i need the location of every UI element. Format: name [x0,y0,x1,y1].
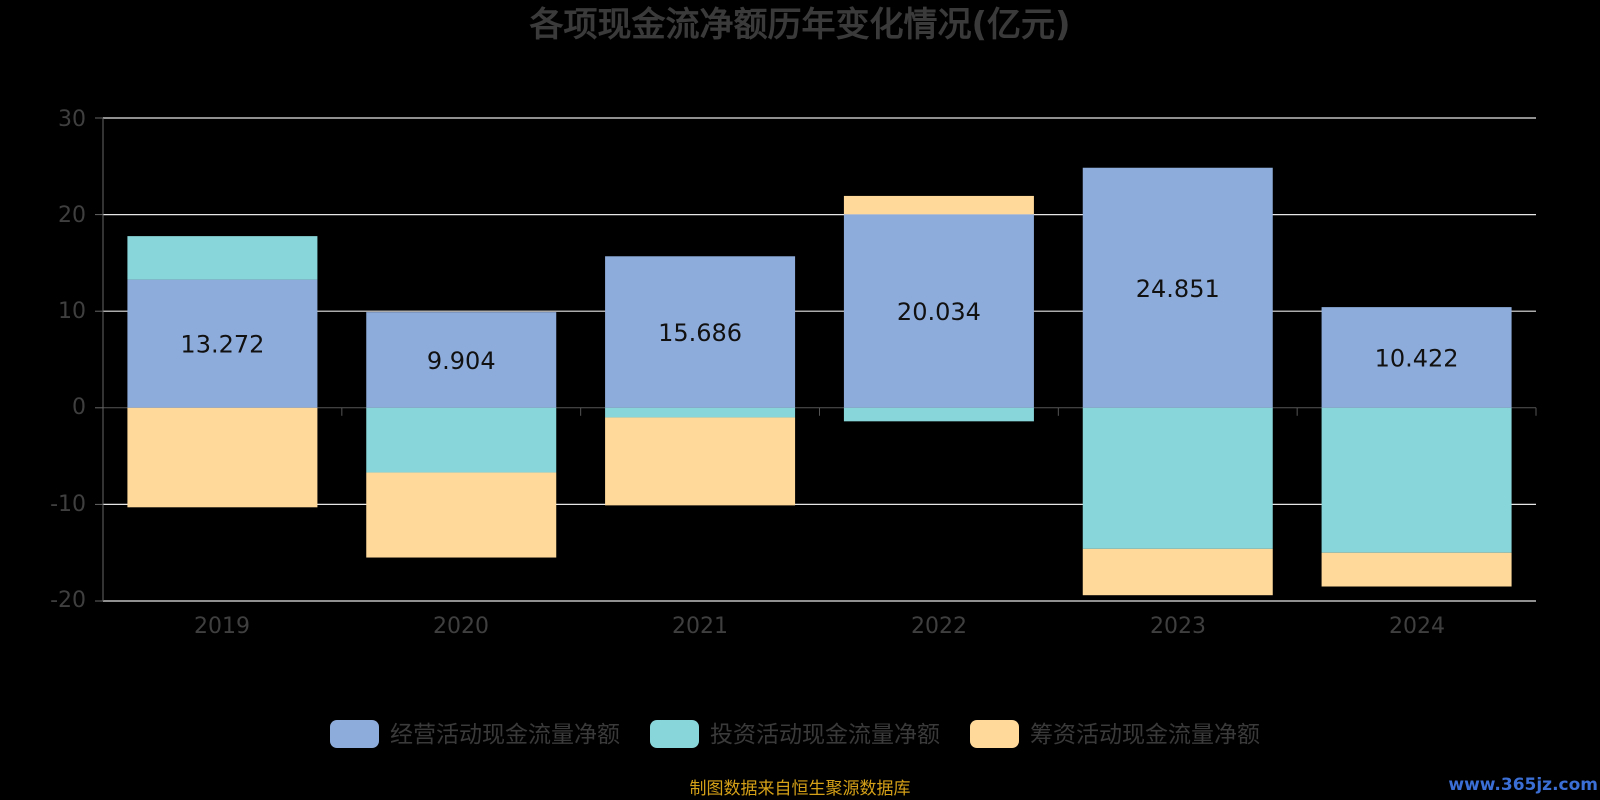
bar-segment-2021-series-1 [605,407,796,418]
legend-swatch [650,720,699,748]
bar-segment-2020-series-2 [366,472,557,558]
bar-data-label: 13.272 [180,331,264,359]
legend-label: 筹资活动现金流量净额 [1030,722,1260,748]
x-tick-label: 2019 [194,614,250,639]
y-tick-label: 0 [72,395,86,420]
bar-segment-2020-series-1 [366,407,557,473]
bar-segment-2022-series-2 [843,195,1034,215]
x-tick-label: 2021 [672,614,728,639]
y-tick-label: -10 [50,492,86,517]
bar-segment-2021-series-0 [605,256,796,408]
bar-data-label: 24.851 [1136,275,1220,303]
chart-title: 各项现金流净额历年变化情况(亿元) [529,5,1070,45]
bar-data-label: 10.422 [1375,344,1459,372]
y-tick-label: 30 [58,107,86,132]
bar-segment-2023-series-0 [1082,167,1273,408]
gridlines [95,117,1537,602]
legend-item-operating[interactable]: 经营活动现金流量净额 [330,720,620,748]
y-tick-labels: 30 20 10 0 -10 -20 [50,107,86,613]
bar-segment-2022-series-1 [843,407,1034,422]
bar-data-label: 15.686 [658,319,742,347]
bar-segment-2024-series-2 [1321,552,1512,587]
bar-segment-2024-series-1 [1321,407,1512,553]
watermark: www.365jz.com [1448,775,1598,795]
bar-data-label: 9.904 [427,347,496,375]
source-note: 制图数据来自恒生聚源数据库 [690,779,911,799]
x-tick-label: 2024 [1389,614,1445,639]
bar-segment-2020-series-0 [366,312,557,408]
bar-segment-2022-series-0 [843,214,1034,408]
legend-swatch [970,720,1019,748]
x-tick-label: 2023 [1150,614,1206,639]
legend-swatch [330,720,379,748]
bar-data-label: 20.034 [897,298,981,326]
legend-item-investing[interactable]: 投资活动现金流量净额 [650,720,940,748]
y-tick-label: 10 [58,299,86,324]
bar-segment-2024-series-0 [1321,307,1512,408]
x-tick-label: 2020 [433,614,489,639]
bar-segment-2019-series-1 [127,236,318,280]
bar-segment-2021-series-2 [605,417,796,506]
bar-segment-2019-series-0 [127,279,318,408]
data-labels: 13.272 9.904 15.686 20.034 24.851 10.422 [180,275,1458,375]
bar-segment-2023-series-1 [1082,407,1273,549]
x-tick-labels: 2019 2020 2021 2022 2023 2024 [194,614,1445,639]
y-tick-label: -20 [50,588,86,613]
bar-segment-2023-series-2 [1082,548,1273,596]
bar-segment-2019-series-2 [127,407,318,508]
bars [127,167,1512,596]
legend-label: 经营活动现金流量净额 [390,722,620,748]
legend-item-financing[interactable]: 筹资活动现金流量净额 [970,720,1260,748]
y-tick-label: 20 [58,203,86,228]
x-tick-label: 2022 [911,614,967,639]
legend-label: 投资活动现金流量净额 [710,722,940,748]
legend: 经营活动现金流量净额 投资活动现金流量净额 筹资活动现金流量净额 [330,720,1260,748]
